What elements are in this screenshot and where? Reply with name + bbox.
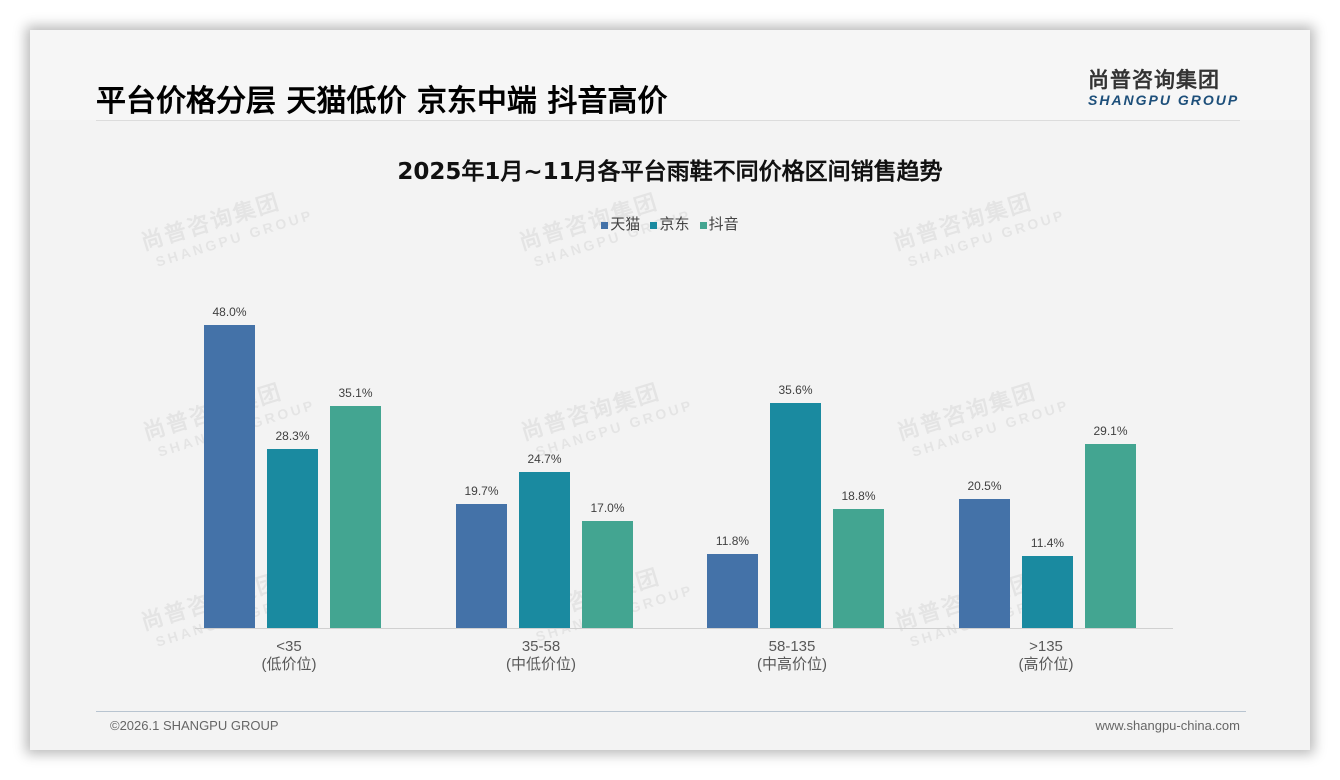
legend-item-jd: 京东 [650, 213, 690, 234]
category-range: 35-58 [521, 638, 561, 655]
legend-label: 天猫 [610, 216, 641, 233]
company-logo: 尚普咨询集团 SHANGPU GROUP [1088, 64, 1239, 108]
bar-value-label: 35.6% [778, 383, 813, 397]
bar [1085, 444, 1136, 628]
bar-value-label: 17.0% [590, 501, 625, 515]
bar [833, 509, 884, 628]
legend-swatch-icon [601, 221, 609, 229]
page-title: 平台价格分层 天猫低价 京东中端 抖音高价 [96, 84, 668, 119]
category-tier: (中高价位) [757, 656, 827, 673]
bar-value-label: 29.1% [1093, 424, 1128, 438]
footer-divider [96, 711, 1246, 712]
x-axis-category-label: >135 (高价位) [946, 638, 1146, 674]
x-axis-line [195, 628, 1173, 629]
legend-item-douyin: 抖音 [699, 213, 739, 234]
bar [204, 325, 255, 628]
x-axis-category-label: 35-58 (中低价位) [441, 638, 641, 674]
slide: 平台价格分层 天猫低价 京东中端 抖音高价 尚普咨询集团 SHANGPU GRO… [30, 30, 1310, 750]
bar-value-label: 19.7% [464, 484, 499, 498]
footer-copyright: ©2026.1 SHANGPU GROUP [110, 718, 279, 733]
chart-title: 2025年1月~11月各平台雨鞋不同价格区间销售趋势 [397, 159, 943, 185]
title-divider [96, 120, 1240, 121]
logo-chinese-text: 尚普咨询集团 [1088, 68, 1220, 92]
category-range: <35 [276, 638, 302, 655]
category-range: 58-135 [768, 638, 816, 655]
bar-value-label: 11.8% [715, 534, 750, 548]
logo-english-text: SHANGPU GROUP [1088, 92, 1240, 108]
category-tier: (高价位) [1018, 656, 1074, 673]
header-band [30, 30, 1310, 120]
bar-value-label: 35.1% [338, 386, 373, 400]
legend-swatch-icon [699, 221, 707, 229]
footer-website: www.shangpu-china.com [1095, 718, 1240, 733]
legend-label: 抖音 [708, 216, 739, 233]
chart-legend: 天猫 京东 抖音 [30, 213, 1310, 234]
category-tier: (中低价位) [506, 656, 576, 673]
category-tier: (低价位) [261, 656, 317, 673]
x-axis-category-label: 58-135 (中高价位) [692, 638, 892, 674]
bar [770, 403, 821, 628]
bar [267, 449, 318, 628]
bar [456, 504, 507, 628]
x-axis-category-label: <35 (低价位) [189, 638, 389, 674]
bar [707, 554, 758, 628]
bar-value-label: 20.5% [967, 479, 1002, 493]
bar-plot-area: 48.0% 19.7% 11.8% 20.5% 28.3% 24.7% 35.6% 11.4%… [195, 280, 1173, 629]
bar-value-label: 11.4% [1030, 536, 1065, 550]
bar [1022, 556, 1073, 628]
legend-label: 京东 [659, 216, 690, 233]
bar-value-label: 18.8% [841, 489, 876, 503]
bar [519, 472, 570, 628]
bar-value-label: 24.7% [527, 452, 562, 466]
bar-value-label: 48.0% [212, 305, 247, 319]
bar [330, 406, 381, 628]
bar-value-label: 28.3% [275, 429, 310, 443]
category-range: >135 [1029, 638, 1063, 655]
legend-swatch-icon [650, 221, 658, 229]
bar [582, 521, 633, 628]
bar [959, 499, 1010, 628]
legend-item-tmall: 天猫 [601, 213, 640, 234]
